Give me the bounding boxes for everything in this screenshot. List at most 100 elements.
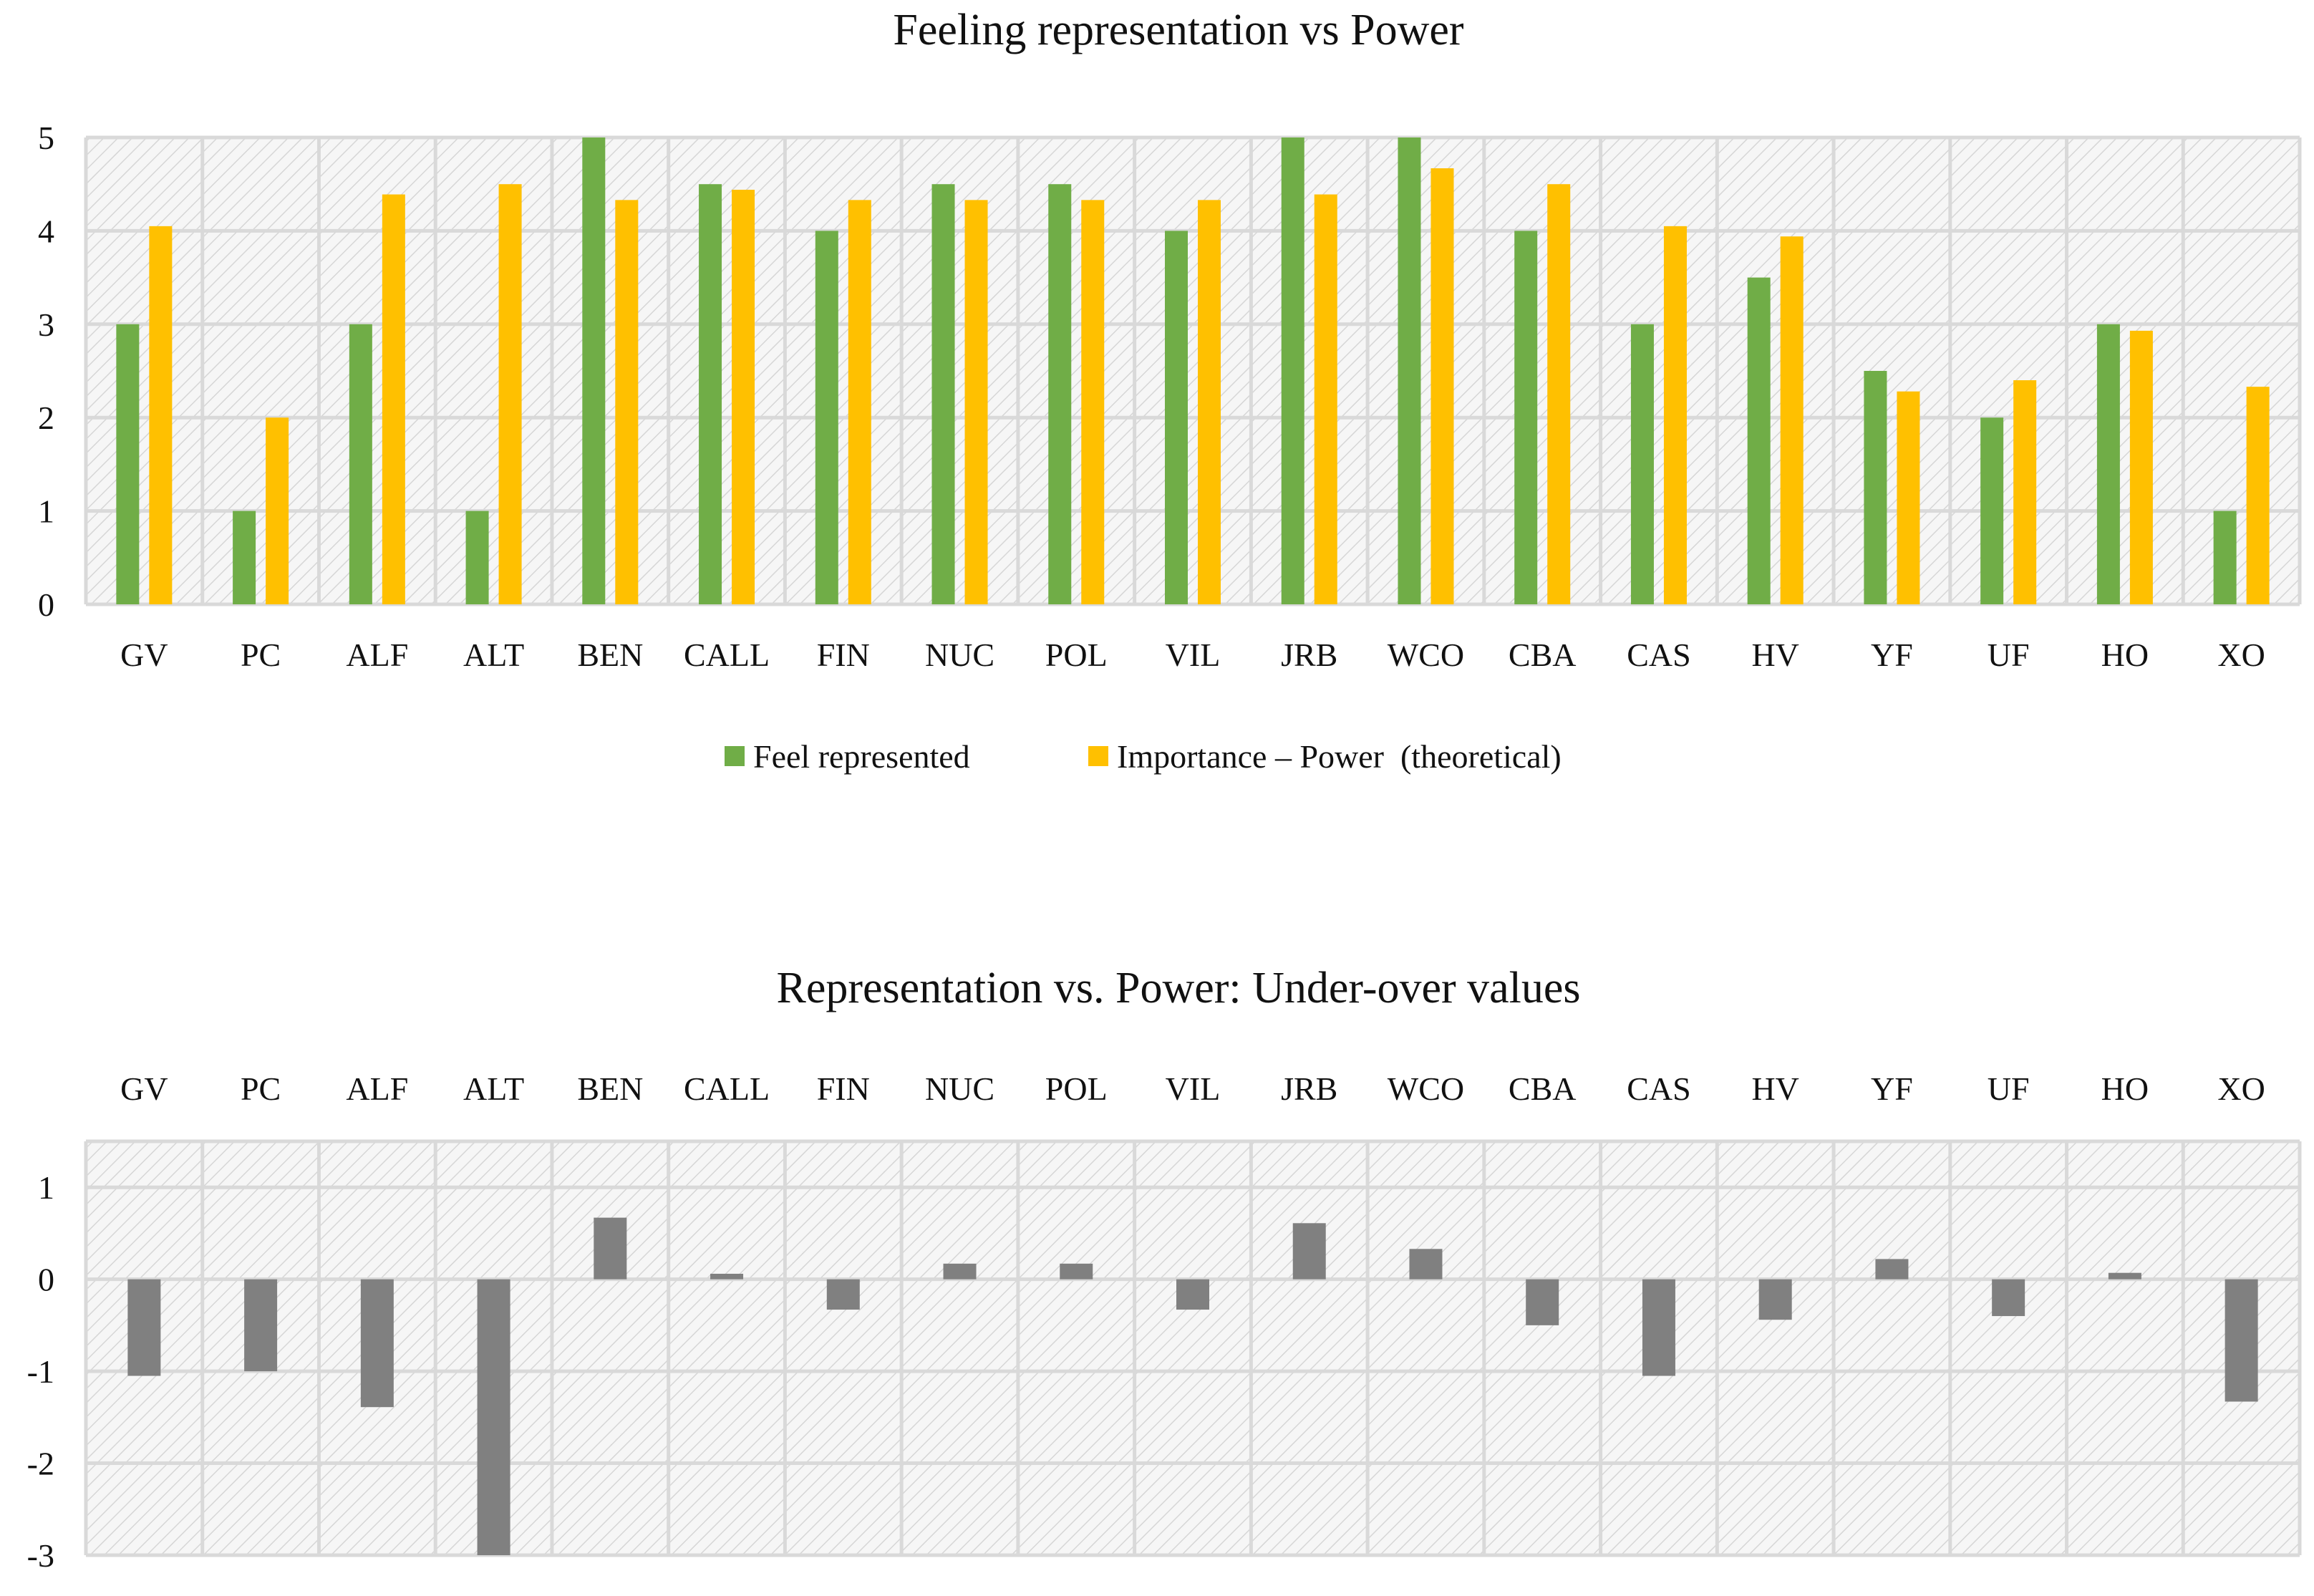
x-category-label-hv: HV (1751, 1070, 1799, 1107)
bar-vil-under-over (1176, 1279, 1209, 1310)
bar-jrb-under-over (1292, 1223, 1326, 1280)
x-category-label-nuc: NUC (925, 637, 994, 673)
bar-cas-importance-power (1663, 226, 1687, 604)
bar-vil-feel-represented (1165, 231, 1188, 604)
chart2-title: Representation vs. Power: Under-over val… (776, 964, 1580, 1012)
x-category-label-cas: CAS (1627, 1070, 1690, 1107)
bar-cas-feel-represented (1630, 324, 1654, 604)
bar-wco-feel-represented (1398, 137, 1421, 604)
bar-cba-importance-power (1547, 184, 1571, 604)
bar-gv-under-over (127, 1279, 161, 1376)
x-category-label-pc: PC (241, 1070, 281, 1107)
plot-background (86, 1141, 2300, 1555)
bar-ho-feel-represented (2096, 324, 2120, 604)
x-category-label-pol: POL (1045, 1070, 1108, 1107)
x-category-label-yf: YF (1871, 637, 1913, 673)
plot-background (86, 137, 2300, 604)
chart2-plot-area: -3 -2 -1 0 1 GV PC ALF ALT BEN CALL FIN NUC POL VIL JRB… (27, 1070, 2302, 1574)
x-category-label-cba: CBA (1509, 637, 1577, 673)
bar-pc-feel-represented (233, 511, 256, 604)
bar-nuc-under-over (943, 1263, 977, 1280)
bar-gv-feel-represented (116, 324, 140, 604)
x-category-label-cas: CAS (1627, 637, 1690, 673)
x-category-label-fin: FIN (817, 637, 870, 673)
bar-xo-feel-represented (2213, 511, 2237, 604)
bar-yf-under-over (1875, 1259, 1909, 1280)
bar-fin-importance-power (848, 200, 871, 604)
bar-pc-importance-power (266, 417, 289, 604)
bar-fin-under-over (826, 1279, 860, 1310)
x-category-label-call: CALL (684, 1070, 770, 1107)
bar-ben-importance-power (615, 200, 639, 604)
bar-uf-under-over (1992, 1279, 2025, 1317)
bar-jrb-importance-power (1314, 194, 1337, 604)
x-category-label-wco: WCO (1388, 1070, 1464, 1107)
bar-nuc-feel-represented (931, 184, 955, 604)
bar-gv-importance-power (149, 226, 173, 604)
x-category-label-ben: BEN (577, 1070, 643, 1107)
x-category-label-ho: HO (2101, 1070, 2149, 1107)
legend-label-importance-power: Importance – Power (theoretical) (1117, 738, 1562, 775)
bar-wco-under-over (1409, 1249, 1443, 1280)
x-category-label-gv: GV (120, 637, 168, 673)
bar-alt-under-over (477, 1279, 510, 1555)
bar-hv-feel-represented (1747, 277, 1771, 604)
x-category-label-alf: ALF (346, 1070, 408, 1107)
y-tick-label: 0 (38, 586, 54, 623)
bar-pol-importance-power (1081, 200, 1105, 604)
x-category-label-vil: VIL (1166, 1070, 1221, 1107)
bar-call-under-over (710, 1273, 744, 1280)
x-category-label-jrb: JRB (1281, 1070, 1337, 1107)
x-category-label-alf: ALF (346, 637, 408, 673)
x-category-label-cba: CBA (1509, 1070, 1577, 1107)
chart1-legend: Feel represented Importance – Power (the… (725, 738, 1562, 775)
bar-alf-feel-represented (349, 324, 372, 604)
x-category-label-pc: PC (241, 637, 281, 673)
x-category-label-hv: HV (1751, 637, 1799, 673)
bar-alt-feel-represented (465, 511, 489, 604)
bar-wco-importance-power (1430, 168, 1454, 605)
x-category-label-alt: ALT (463, 637, 524, 673)
bar-pol-under-over (1060, 1263, 1093, 1280)
y-tick-label: 1 (38, 493, 54, 530)
x-category-label-nuc: NUC (925, 1070, 994, 1107)
x-category-label-ben: BEN (577, 637, 643, 673)
x-category-label-ho: HO (2101, 637, 2149, 673)
bar-cba-feel-represented (1514, 231, 1538, 604)
bar-yf-importance-power (1897, 391, 1920, 604)
bar-alt-importance-power (498, 184, 522, 604)
bar-ho-importance-power (2129, 330, 2153, 604)
y-tick-label: -2 (27, 1446, 54, 1482)
bar-ho-under-over (2108, 1272, 2141, 1280)
bar-jrb-feel-represented (1281, 137, 1304, 604)
x-category-label-pol: POL (1045, 637, 1108, 673)
bar-xo-importance-power (2246, 387, 2270, 604)
bar-yf-feel-represented (1864, 371, 1887, 604)
y-tick-label: 4 (38, 213, 54, 249)
bar-xo-under-over (2225, 1279, 2258, 1402)
x-category-label-xo: XO (2217, 1070, 2265, 1107)
x-category-label-vil: VIL (1166, 637, 1221, 673)
x-category-label-yf: YF (1871, 1070, 1913, 1107)
bar-pc-under-over (244, 1279, 278, 1372)
x-category-label-gv: GV (120, 1070, 168, 1107)
bar-alf-importance-power (382, 194, 405, 604)
bar-pol-feel-represented (1048, 184, 1072, 604)
x-category-label-fin: FIN (817, 1070, 870, 1107)
bar-fin-feel-represented (815, 231, 838, 604)
y-tick-label: -1 (27, 1353, 54, 1390)
y-tick-label: 1 (38, 1169, 54, 1206)
x-category-label-wco: WCO (1388, 637, 1464, 673)
bar-ben-feel-represented (582, 137, 606, 604)
y-tick-label: 2 (38, 400, 54, 436)
x-category-label-xo: XO (2217, 637, 2265, 673)
y-tick-label: -3 (27, 1537, 54, 1574)
bar-hv-under-over (1758, 1279, 1792, 1320)
bar-uf-feel-represented (1980, 417, 2004, 604)
bar-hv-importance-power (1780, 236, 1804, 604)
x-category-label-uf: UF (1988, 1070, 2030, 1107)
legend-label-feel-represented: Feel represented (753, 738, 970, 775)
bar-vil-importance-power (1198, 200, 1221, 604)
x-category-label-call: CALL (684, 637, 770, 673)
